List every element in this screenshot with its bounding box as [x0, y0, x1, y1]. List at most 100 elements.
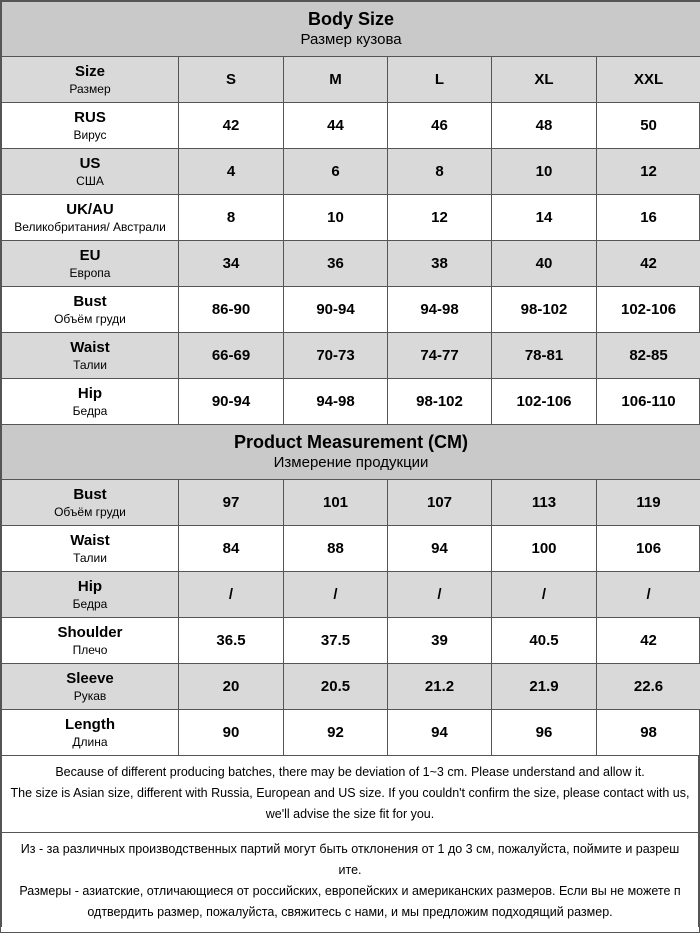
value-cell: 92: [283, 709, 388, 756]
value-cell: 94: [387, 709, 492, 756]
product-measurement-title-cell: Product Measurement (CM) Измерение продук…: [0, 424, 700, 480]
size-table: Body Size Размер кузова Size Размер S M L XL XXL…: [0, 1, 700, 756]
value-cell: /: [283, 571, 388, 618]
size-header-cell: S: [178, 56, 284, 103]
row-label-main: Size: [74, 63, 105, 80]
value-cell: 82-85: [595, 332, 700, 379]
value-cell: 66-69: [178, 332, 284, 379]
note-en-line: The size is Asian size, different with R…: [10, 786, 690, 800]
value-cell: 90-94: [178, 378, 284, 425]
row-label-main: Sleeve: [66, 670, 114, 687]
value-cell: 42: [178, 102, 284, 149]
row-label: US США: [1, 148, 179, 195]
value-cell: 21.9: [491, 663, 597, 710]
note-ru-line: одтвердить размер, пожалуйста, свяжитесь…: [87, 905, 613, 919]
value-cell: /: [178, 571, 284, 618]
row-label-sub: Бедра: [72, 597, 108, 611]
table-row: Bust Объём груди 97 101 107 113 119: [1, 479, 700, 526]
value-cell: 96: [491, 709, 597, 756]
row-label-main: Length: [65, 716, 115, 733]
size-header-row: Size Размер S M L XL XXL: [1, 56, 700, 103]
value-cell: 119: [595, 479, 700, 526]
value-cell: 106: [595, 525, 700, 572]
row-label-main: EU: [79, 247, 101, 264]
table-row: UK/AU Великобритания/ Австрали 8 10 12 14 16: [1, 194, 700, 241]
note-russian: Из - за различных производственных парти…: [1, 833, 699, 927]
value-cell: 10: [283, 194, 388, 241]
value-cell: 6: [283, 148, 388, 195]
size-header-cell: M: [283, 56, 388, 103]
row-label-sub: Бедра: [72, 404, 108, 418]
value-cell: 100: [491, 525, 597, 572]
size-header-cell: XL: [491, 56, 597, 103]
value-cell: 97: [178, 479, 284, 526]
value-cell: /: [491, 571, 597, 618]
row-label: Sleeve Рукав: [1, 663, 179, 710]
note-en-line: Because of different producing batches, …: [55, 765, 645, 779]
value-cell: 78-81: [491, 332, 597, 379]
row-label-sub: Вирус: [73, 128, 107, 142]
value-cell: /: [595, 571, 700, 618]
value-cell: /: [387, 571, 492, 618]
value-cell: 38: [387, 240, 492, 287]
value-cell: 101: [283, 479, 388, 526]
value-cell: 74-77: [387, 332, 492, 379]
value-cell: 20: [178, 663, 284, 710]
value-cell: 12: [387, 194, 492, 241]
value-cell: 113: [491, 479, 597, 526]
size-header-cell: XXL: [595, 56, 700, 103]
row-label-main: RUS: [74, 109, 106, 126]
row-label-main: Waist: [70, 339, 110, 356]
value-cell: 84: [178, 525, 284, 572]
table-row: Bust Объём груди 86-90 90-94 94-98 98-102 102-…: [1, 286, 700, 333]
section-title: Product Measurement (CM): [234, 432, 469, 452]
value-cell: 98-102: [387, 378, 492, 425]
row-label-sub: Рукав: [73, 689, 107, 703]
row-label: Shoulder Плечо: [1, 617, 179, 664]
note-ru-line: Размеры - азиатские, отличающиеся от рос…: [19, 884, 681, 898]
value-cell: 8: [387, 148, 492, 195]
value-cell: 98-102: [491, 286, 597, 333]
value-cell: 106-110: [595, 378, 700, 425]
value-cell: 12: [595, 148, 700, 195]
value-cell: 4: [178, 148, 284, 195]
row-label-sub: Талии: [73, 551, 107, 565]
value-cell: 94-98: [283, 378, 388, 425]
table-row: EU Европа 34 36 38 40 42: [1, 240, 700, 287]
note-en-line: we'll advise the size fit for you.: [265, 807, 435, 821]
value-cell: 21.2: [387, 663, 492, 710]
row-label-main: Hip: [77, 578, 103, 595]
value-cell: 107: [387, 479, 492, 526]
table-row: US США 4 6 8 10 12: [1, 148, 700, 195]
row-label-main: UK/AU: [66, 201, 114, 218]
value-cell: 36.5: [178, 617, 284, 664]
row-label: RUS Вирус: [1, 102, 179, 149]
note-ru-line: Из - за различных производственных парти…: [20, 842, 680, 856]
value-cell: 94: [387, 525, 492, 572]
row-label-main: Waist: [70, 532, 110, 549]
row-label: Hip Бедра: [1, 571, 179, 618]
value-cell: 37.5: [283, 617, 388, 664]
row-label: EU Европа: [1, 240, 179, 287]
table-row: Waist Талии 66-69 70-73 74-77 78-81 82-85: [1, 332, 700, 379]
row-label-sub: Длина: [72, 735, 108, 749]
value-cell: 90-94: [283, 286, 388, 333]
value-cell: 48: [491, 102, 597, 149]
value-cell: 88: [283, 525, 388, 572]
value-cell: 94-98: [387, 286, 492, 333]
row-label-sub: Объём груди: [54, 312, 126, 326]
row-label-sub: Великобритания/ Австрали: [14, 220, 166, 234]
table-row: Sleeve Рукав 20 20.5 21.2 21.9 22.6: [1, 663, 700, 710]
value-cell: 22.6: [595, 663, 700, 710]
value-cell: 39: [387, 617, 492, 664]
value-cell: 34: [178, 240, 284, 287]
product-measurement-title: Product Measurement (CM) Измерение продук…: [0, 424, 700, 480]
row-label: Waist Талии: [1, 525, 179, 572]
value-cell: 40.5: [491, 617, 597, 664]
value-cell: 40: [491, 240, 597, 287]
row-label-sub: Плечо: [72, 643, 108, 657]
value-cell: 50: [595, 102, 700, 149]
value-cell: 102-106: [595, 286, 700, 333]
value-cell: 36: [283, 240, 388, 287]
